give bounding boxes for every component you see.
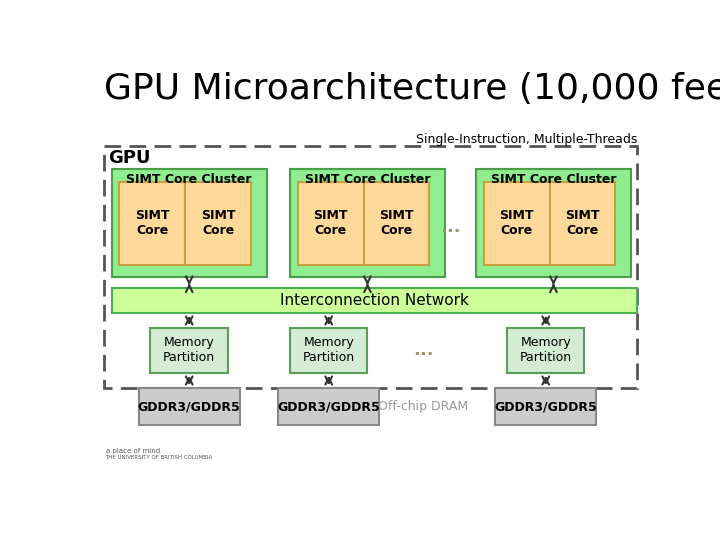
Text: GDDR3/GDDR5: GDDR3/GDDR5 [277,400,380,413]
Bar [112,288,637,313]
Bar [495,388,596,425]
Bar [549,182,616,265]
Text: SIMT Core Cluster: SIMT Core Cluster [305,173,431,186]
Bar [297,182,364,265]
Text: SIMT
Core: SIMT Core [565,210,600,238]
Text: SIMT Core Cluster: SIMT Core Cluster [491,173,616,186]
Bar [476,168,631,276]
Text: SIMT
Core: SIMT Core [135,210,170,238]
Bar [112,168,266,276]
Bar [290,328,367,373]
Text: Memory
Partition: Memory Partition [163,336,215,365]
Bar [507,328,585,373]
Text: a place of mind: a place of mind [106,448,160,454]
Text: GDDR3/GDDR5: GDDR3/GDDR5 [138,400,240,413]
Text: SIMT
Core: SIMT Core [201,210,235,238]
Bar [139,388,240,425]
Bar [120,182,185,265]
Text: Interconnection Network: Interconnection Network [280,293,469,308]
Text: Single-Instruction, Multiple-Threads: Single-Instruction, Multiple-Threads [415,132,637,146]
Text: ...: ... [413,341,433,360]
Text: ...: ... [440,218,461,235]
Text: Off-chip DRAM: Off-chip DRAM [378,400,468,413]
Text: SIMT
Core: SIMT Core [379,210,414,238]
Text: GDDR3/GDDR5: GDDR3/GDDR5 [495,400,597,413]
Text: SIMT
Core: SIMT Core [313,210,348,238]
Bar [364,182,429,265]
Text: SIMT Core Cluster: SIMT Core Cluster [127,173,252,186]
Text: GPU Microarchitecture (10,000 feet): GPU Microarchitecture (10,000 feet) [104,72,720,106]
Bar [279,388,379,425]
Bar [150,328,228,373]
Text: GPU: GPU [109,148,151,167]
Bar [185,182,251,265]
Text: Memory
Partition: Memory Partition [302,336,355,365]
Bar [104,146,637,388]
Bar [290,168,445,276]
Bar [484,182,549,265]
Text: SIMT
Core: SIMT Core [500,210,534,238]
Text: THE UNIVERSITY OF BRITISH COLUMBIA: THE UNIVERSITY OF BRITISH COLUMBIA [106,455,212,460]
Text: Memory
Partition: Memory Partition [520,336,572,365]
